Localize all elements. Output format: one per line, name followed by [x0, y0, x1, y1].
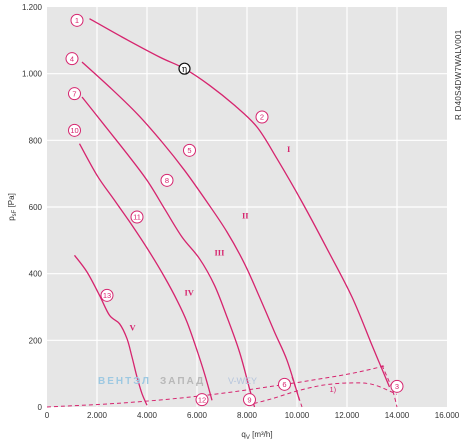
x-axis-label: qV [m³/h]	[241, 430, 272, 441]
tick-labels: 0 2.000 4.000 6.000 8.000 10.000 12.000 14.000 1…	[22, 3, 460, 420]
curve-label-III: III	[215, 247, 226, 257]
operating-point-label-10: 10	[70, 126, 78, 135]
x-tick-label: 10.000	[285, 411, 310, 420]
x-tick-label: 0	[45, 411, 50, 420]
y-tick-label: 200	[29, 336, 43, 345]
operating-point-label-11: 11	[133, 213, 141, 222]
efficiency-circle	[178, 62, 191, 75]
fan-curve-V	[73, 254, 148, 406]
system-curve-2	[246, 382, 398, 406]
operating-point-label-8: 8	[165, 176, 169, 185]
x-tick-label: 16.000	[435, 411, 460, 420]
y-tick-label: 600	[29, 203, 43, 212]
curve-label-V: V	[130, 322, 137, 332]
y-axis-label-main: p	[7, 216, 16, 221]
operating-point-marker-1	[70, 13, 84, 27]
operating-point-marker-5	[183, 143, 196, 157]
fan-curve-III	[81, 96, 256, 408]
y-axis-label-sub: sF	[12, 209, 18, 216]
operating-point-marker-4	[65, 52, 79, 66]
operating-point-label-6: 6	[282, 380, 286, 389]
fan-curve-IV	[78, 143, 213, 401]
x-tick-label: 12.000	[335, 411, 360, 420]
x-tick-label: 6.000	[187, 411, 208, 420]
curve-label-IV: IV	[185, 287, 195, 297]
operating-point-marker-9	[243, 393, 256, 407]
x-axis-label-unit: [m³/h]	[250, 430, 273, 439]
watermark-text-3: V-WEY	[228, 376, 257, 386]
y-tick-label: 1.000	[22, 70, 43, 79]
fan-curve-I	[89, 18, 391, 388]
y-tick-label: 800	[29, 136, 43, 145]
operating-point-label-5: 5	[187, 146, 191, 155]
curve-label-I: I	[287, 144, 291, 154]
y-tick-label: 0	[38, 403, 43, 412]
y-axis-label: psF [Pa]	[7, 193, 18, 221]
model-code: R D40S4DW7WALV001	[454, 29, 463, 120]
operating-point-marker-3	[390, 379, 404, 393]
operating-point-marker-8	[160, 173, 174, 187]
system-curve-label: 1)	[330, 385, 337, 394]
y-axis-label-unit: [Pa]	[7, 193, 16, 209]
operating-point-marker-2	[255, 110, 269, 124]
x-tick-label: 2.000	[87, 411, 108, 420]
system-curve-1	[46, 364, 388, 408]
operating-point-label-3: 3	[395, 382, 399, 391]
operating-point-label-12: 12	[198, 395, 206, 404]
operating-point-label-4: 4	[70, 54, 74, 63]
efficiency-marker: η	[178, 62, 191, 75]
watermark: ВЕНТЭЛ ЗАПАД V-WEY	[98, 376, 257, 387]
operating-point-marker-13	[100, 288, 114, 302]
x-tick-label: 14.000	[385, 411, 410, 420]
operating-point-label-9: 9	[247, 395, 251, 404]
operating-point-label-7: 7	[72, 89, 76, 98]
operating-point-marker-12	[195, 393, 209, 407]
x-tick-label: 8.000	[237, 411, 258, 420]
operating-point-label-2: 2	[260, 113, 264, 122]
operating-point-marker-10	[68, 123, 81, 137]
x-tick-label: 4.000	[137, 411, 158, 420]
operating-point-marker-11	[130, 210, 144, 224]
y-tick-label: 400	[29, 270, 43, 279]
watermark-text-1: ВЕНТЭЛ	[98, 376, 151, 387]
curve-label-II: II	[242, 211, 249, 221]
watermark-text-2: ЗАПАД	[160, 376, 205, 387]
fan-curve-II	[81, 61, 301, 401]
efficiency-symbol: η	[182, 65, 187, 75]
operating-point-marker-6	[278, 377, 291, 391]
y-tick-label: 1.200	[22, 3, 43, 12]
operating-point-label-1: 1	[75, 16, 79, 25]
operating-point-label-13: 13	[103, 291, 111, 300]
x-axis-label-sub: V	[246, 435, 250, 441]
operating-point-marker-7	[68, 87, 81, 101]
x-axis-label-main: q	[241, 430, 245, 439]
grid	[47, 7, 447, 407]
